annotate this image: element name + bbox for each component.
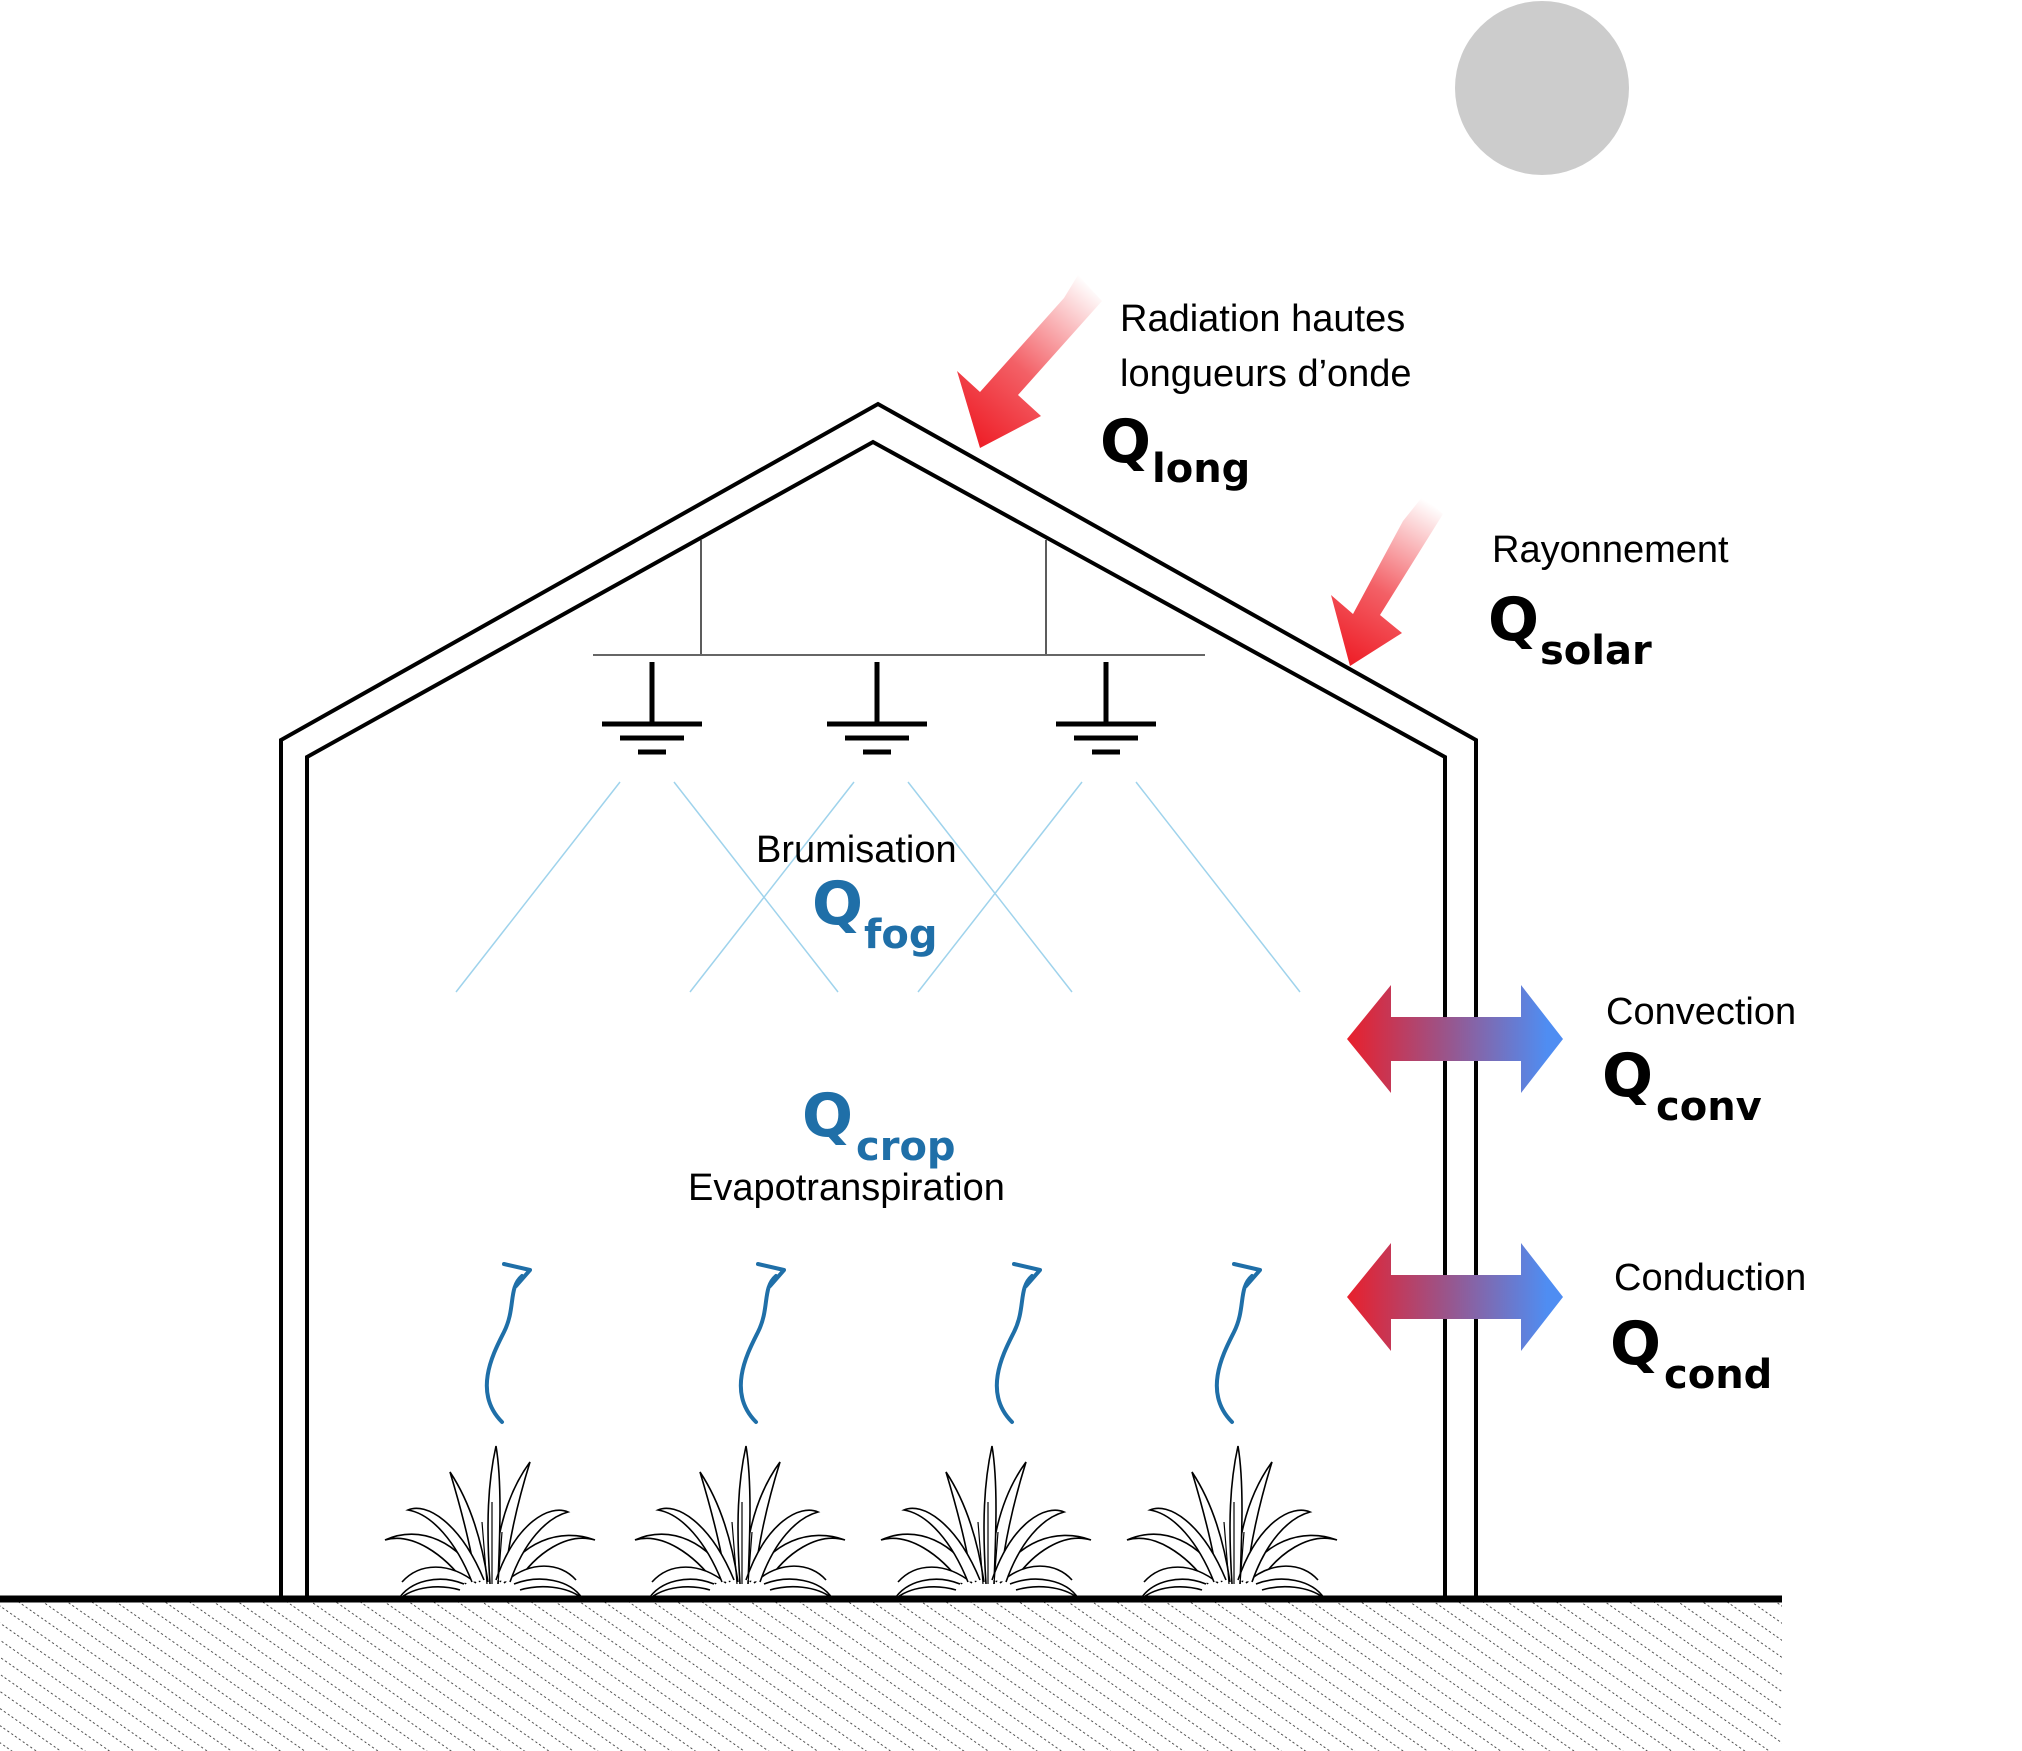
fog-nozzle-icon — [827, 662, 927, 752]
crop-label: Q crop Evapotranspiration — [688, 1081, 1005, 1209]
vapor-arrow-icon — [484, 1262, 532, 1424]
q-cond-subscript: cond — [1664, 1352, 1772, 1398]
long-radiation-arrow — [957, 275, 1102, 448]
greenhouse-envelope — [279, 401, 1478, 1597]
fog-text: Brumisation — [756, 829, 957, 871]
q-solar-symbol: Q — [1488, 585, 1539, 655]
solar-label: Rayonnement Q solar — [1488, 529, 1729, 674]
q-solar-subscript: solar — [1540, 628, 1652, 674]
q-conv-symbol: Q — [1602, 1041, 1653, 1111]
plant-icon — [634, 1445, 846, 1601]
q-crop-symbol: Q — [802, 1081, 853, 1151]
fog-label: Brumisation Q fog — [756, 829, 957, 958]
vapor-arrow-icon — [994, 1262, 1042, 1424]
sun-icon — [1455, 1, 1629, 175]
crop-text: Evapotranspiration — [688, 1167, 1005, 1209]
long-radiation-label: Radiation hautes longueurs d’onde Q long — [1100, 298, 1412, 492]
conduction-text: Conduction — [1614, 1257, 1806, 1299]
q-crop-subscript: crop — [856, 1124, 956, 1170]
q-conv-subscript: conv — [1656, 1084, 1762, 1130]
solar-text: Rayonnement — [1492, 529, 1729, 571]
vapor-arrow-icon — [738, 1262, 786, 1424]
long-radiation-text-1: Radiation hautes — [1120, 298, 1405, 340]
q-long-subscript: long — [1152, 446, 1250, 492]
long-radiation-text-2: longueurs d’onde — [1120, 353, 1412, 395]
convection-text: Convection — [1606, 991, 1796, 1033]
convection-label: Convection Q conv — [1602, 991, 1796, 1130]
q-fog-symbol: Q — [812, 869, 863, 939]
plant-icon — [384, 1445, 596, 1601]
plant-icon — [880, 1445, 1092, 1601]
fog-pipe-frame — [593, 540, 1205, 656]
conduction-double-arrow — [1347, 1243, 1563, 1351]
fog-nozzle-icon — [602, 662, 702, 752]
plant-icon — [1126, 1445, 1338, 1601]
convection-double-arrow — [1347, 985, 1563, 1093]
conduction-label: Conduction Q cond — [1610, 1257, 1806, 1398]
fog-nozzle-icon — [1056, 662, 1156, 752]
soil — [0, 1599, 1782, 1751]
fog-spray — [455, 781, 1301, 993]
q-long-symbol: Q — [1100, 407, 1151, 477]
q-cond-symbol: Q — [1610, 1309, 1661, 1379]
q-fog-subscript: fog — [864, 912, 938, 958]
vapor-arrow-icon — [1214, 1262, 1262, 1424]
solar-radiation-arrow — [1331, 496, 1443, 666]
